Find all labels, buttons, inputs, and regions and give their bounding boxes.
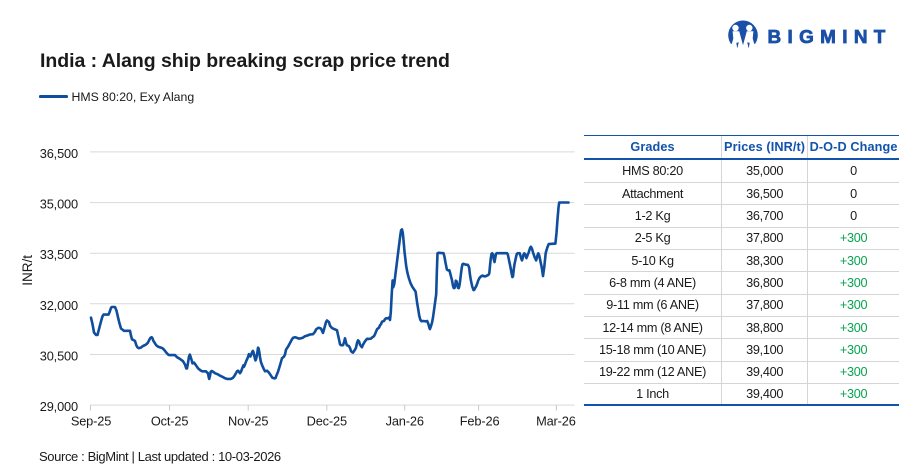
svg-text:36,500: 36,500	[40, 146, 78, 161]
svg-text:29,000: 29,000	[40, 399, 78, 414]
svg-text:30,500: 30,500	[40, 349, 78, 364]
svg-text:Feb-26: Feb-26	[460, 413, 500, 428]
svg-text:35,000: 35,000	[40, 197, 78, 212]
svg-text:Mar-26: Mar-26	[536, 413, 576, 428]
svg-text:32,000: 32,000	[40, 298, 78, 313]
svg-text:Nov-25: Nov-25	[228, 413, 268, 428]
svg-text:Oct-25: Oct-25	[151, 413, 189, 428]
svg-text:Sep-25: Sep-25	[71, 413, 111, 428]
svg-text:INR/t: INR/t	[20, 255, 35, 286]
svg-text:Jan-26: Jan-26	[386, 413, 424, 428]
svg-text:33,500: 33,500	[40, 247, 78, 262]
svg-text:Dec-25: Dec-25	[307, 413, 347, 428]
